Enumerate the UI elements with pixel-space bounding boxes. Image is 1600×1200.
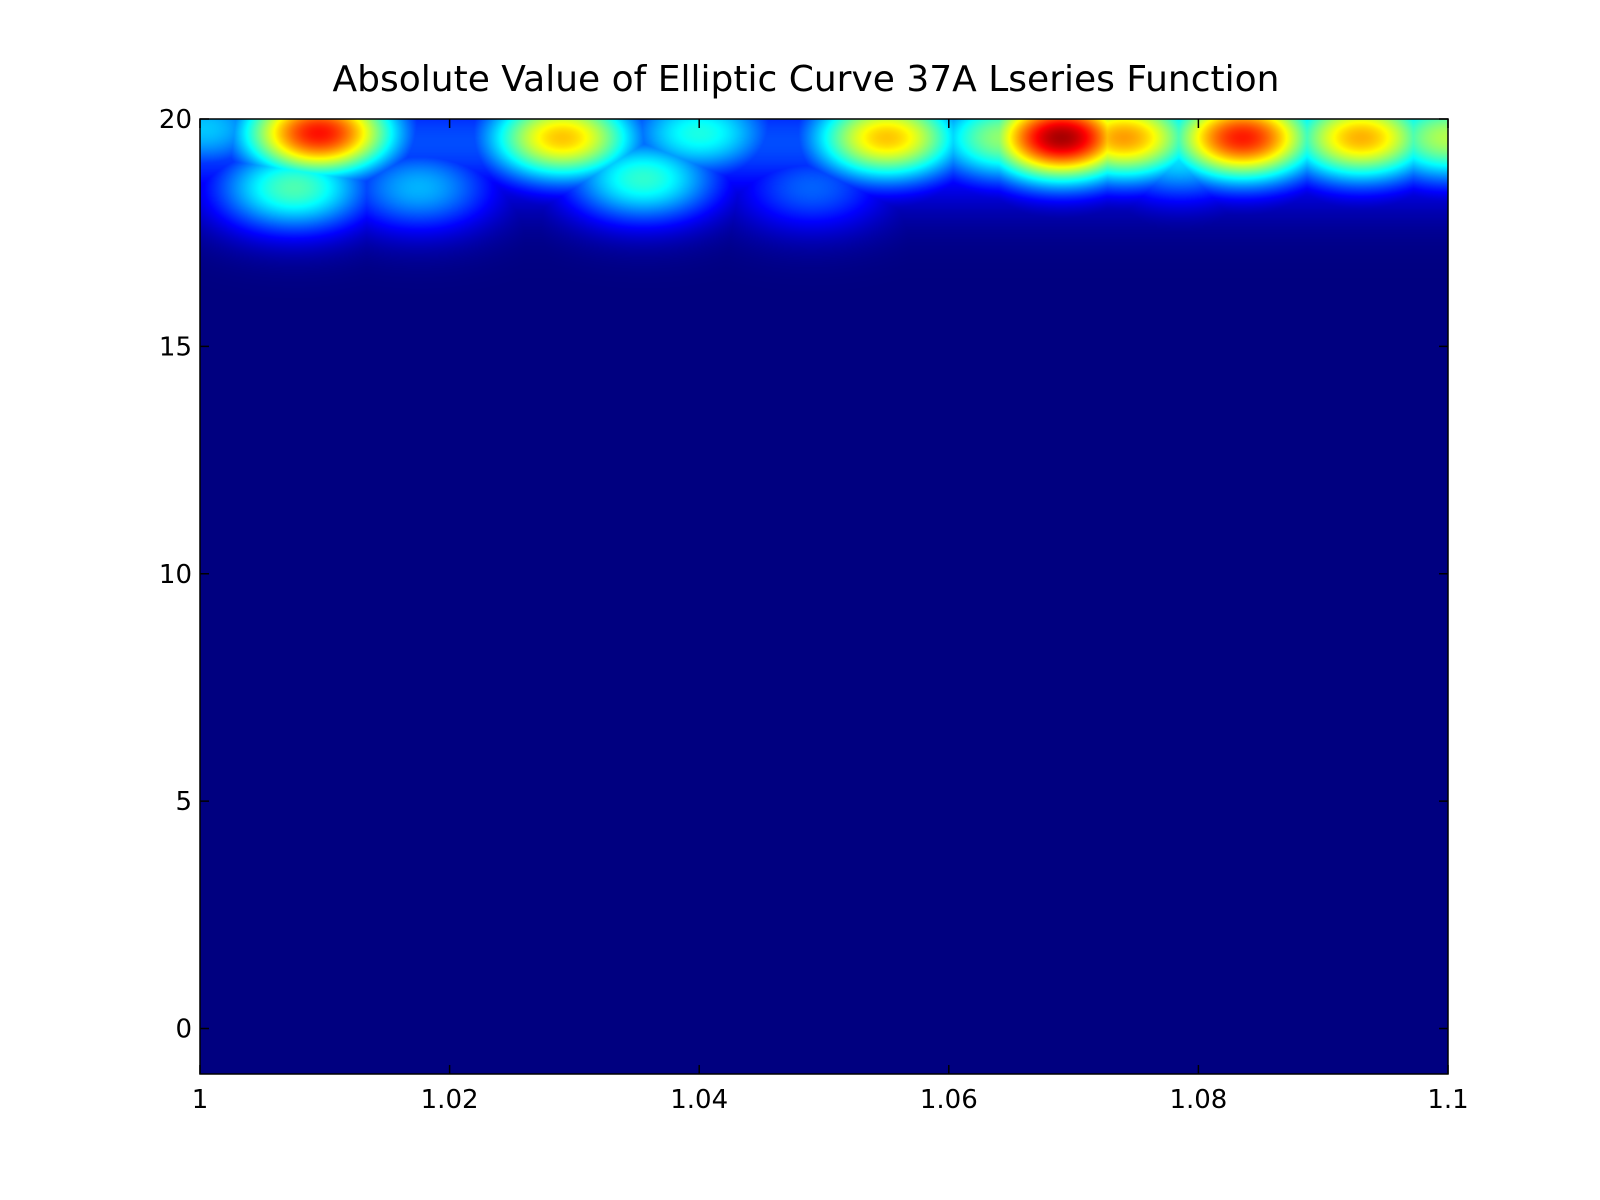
y-tick-label: 20: [159, 105, 192, 135]
y-tick-label: 0: [175, 1015, 192, 1045]
x-tick-label: 1.04: [670, 1085, 728, 1115]
x-tick-label: 1: [192, 1085, 209, 1115]
x-tick-label: 1.06: [920, 1085, 978, 1115]
axes: 1 1.02 1.04 1.06 1.08 1.1 0 5 10 15 20: [159, 105, 1469, 1115]
y-tick-label: 5: [175, 787, 192, 817]
y-tick-label: 10: [159, 560, 192, 590]
plot-frame: [199, 118, 1449, 1075]
chart-title: Absolute Value of Elliptic Curve 37A Lse…: [333, 59, 1280, 100]
x-tick-label: 1.1: [1427, 1085, 1468, 1115]
heatmap-image: [200, 119, 1448, 1074]
x-tick-label: 1.08: [1169, 1085, 1227, 1115]
y-tick-label: 15: [159, 332, 192, 362]
heatmap-plot-area: [200, 119, 1448, 1074]
x-tick-label: 1.02: [421, 1085, 479, 1115]
